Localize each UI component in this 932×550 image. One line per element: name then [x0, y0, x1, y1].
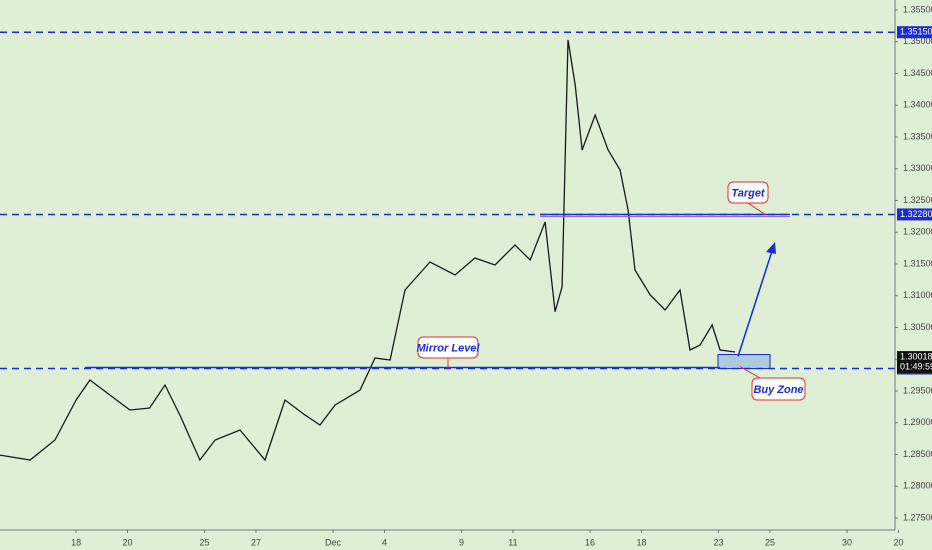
countdown: 01:49:59: [900, 361, 932, 371]
y-tick-label: 1.30500: [903, 322, 932, 332]
y-tick-label: 1.31000: [903, 290, 932, 300]
x-tick-label: 25: [200, 537, 210, 547]
y-tick-label: 1.28500: [903, 449, 932, 459]
callout-text: Buy Zone: [753, 384, 803, 396]
y-tick-label: 1.35000: [903, 36, 932, 46]
x-tick-label: Dec: [325, 537, 342, 547]
y-tick-label: 1.33000: [903, 163, 932, 173]
x-tick-label: 4: [382, 537, 387, 547]
current-price: 1.30018: [900, 351, 932, 361]
y-tick-label: 1.34000: [903, 100, 932, 110]
y-tick-label: 1.32000: [903, 227, 932, 237]
x-tick-label: 18: [71, 537, 81, 547]
y-tick-label: 1.27500: [903, 512, 932, 522]
y-tick-label: 1.29500: [903, 385, 932, 395]
level-tag: [897, 26, 932, 39]
callout-box: [727, 181, 769, 204]
y-tick-label: 1.31500: [903, 258, 932, 268]
x-tick-label: 20: [122, 537, 132, 547]
y-tick-label: 1.29000: [903, 417, 932, 427]
y-tick-label: 1.35500: [903, 4, 932, 14]
x-tick-label: 11: [508, 537, 517, 547]
y-tick-label: 1.34500: [903, 68, 932, 78]
x-tick-label: 9: [459, 537, 464, 547]
y-tick-label: 1.28000: [903, 481, 932, 491]
x-tick-label: 30: [842, 537, 852, 547]
x-tick-label: 27: [251, 537, 261, 547]
buy-zone: [717, 354, 771, 370]
x-tick-label: 18: [636, 537, 646, 547]
level-label: 1.32280: [900, 209, 932, 219]
y-tick-label: 1.33500: [903, 131, 932, 141]
y-tick-label: 1.32500: [903, 195, 932, 205]
price-axis: [895, 0, 932, 550]
arrow-head: [766, 242, 776, 254]
callout-line: [739, 366, 761, 379]
x-tick-label: 23: [714, 537, 724, 547]
level-label: 1.35150: [900, 27, 932, 37]
price-tag: [897, 351, 932, 374]
callout-line: [747, 202, 766, 215]
callout-box: [417, 336, 479, 359]
x-tick-label: 25: [765, 537, 775, 547]
callout-text: Target: [731, 187, 766, 199]
x-tick-label: 20: [893, 537, 903, 547]
price-line: [0, 39, 736, 462]
level-tag: [897, 208, 932, 221]
callout-text: Mirror Level: [417, 342, 481, 354]
arrow: [737, 247, 774, 357]
x-tick-label: 16: [585, 537, 595, 547]
callout-box: [751, 377, 806, 401]
